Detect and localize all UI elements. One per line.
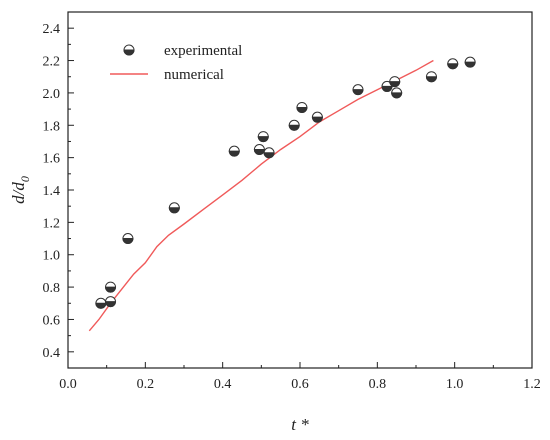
- x-tick-label: 0.4: [214, 377, 232, 392]
- y-tick-label: 0.4: [43, 346, 61, 361]
- experimental-point: [381, 80, 393, 92]
- y-axis-title-main: d/d: [9, 182, 28, 204]
- experimental-point: [253, 144, 265, 156]
- y-tick-label: 2.2: [43, 55, 61, 70]
- experimental-point: [447, 58, 459, 70]
- x-tick-label: 0.0: [59, 377, 77, 392]
- y-axis-title: d/d0: [9, 176, 32, 204]
- plot-area: [67, 11, 533, 369]
- numerical-series-line: [88, 59, 434, 332]
- experimental-point: [389, 76, 401, 88]
- x-tick-label: 0.2: [137, 377, 155, 392]
- y-tick-label: 2.4: [43, 22, 61, 37]
- x-tick-label: 0.6: [291, 377, 309, 392]
- y-tick-label: 1.8: [43, 119, 61, 134]
- experimental-point: [311, 111, 323, 123]
- x-tick-label: 1.0: [446, 377, 464, 392]
- x-tick-label: 1.2: [523, 377, 541, 392]
- y-tick-label: 0.6: [43, 313, 61, 328]
- x-axis-title: t *: [291, 415, 309, 434]
- experimental-point: [464, 56, 476, 68]
- experimental-point: [122, 233, 134, 245]
- legend: experimental numerical: [110, 43, 242, 83]
- experimental-point: [352, 84, 364, 96]
- x-tick-label: 0.8: [369, 377, 387, 392]
- y-axis-ticks: 0.4 0.6 0.8 1.0 1.2 1.4 1.6 1.8 2.0 2.2 2.4: [43, 11, 74, 369]
- y-tick-label: 1.0: [43, 249, 61, 264]
- experimental-point: [425, 71, 437, 83]
- experimental-point: [105, 281, 117, 293]
- legend-marker-icon: [123, 44, 135, 56]
- experimental-point: [263, 147, 275, 159]
- y-tick-label: 1.4: [43, 184, 61, 199]
- legend-marker-experimental: [123, 44, 135, 56]
- y-tick-label: 1.6: [43, 152, 61, 167]
- y-axis-title-subscript: 0: [18, 176, 32, 182]
- experimental-point: [288, 119, 300, 131]
- y-tick-label: 0.8: [43, 281, 61, 296]
- legend-label-numerical: numerical: [164, 67, 224, 83]
- y-tick-label: 1.2: [43, 216, 61, 231]
- y-tick-label: 2.0: [43, 87, 61, 102]
- experimental-point: [168, 202, 180, 214]
- experimental-point: [228, 145, 240, 157]
- experimental-point: [257, 131, 269, 143]
- experimental-point: [391, 87, 403, 99]
- legend-label-experimental: experimental: [164, 43, 242, 59]
- experimental-point: [95, 297, 107, 309]
- x-axis-ticks: 0.0 0.2 0.4 0.6 0.8 1.0 1.2: [59, 362, 541, 392]
- experimental-series-markers: [95, 56, 476, 309]
- experimental-point: [296, 101, 308, 113]
- experimental-point: [105, 296, 117, 308]
